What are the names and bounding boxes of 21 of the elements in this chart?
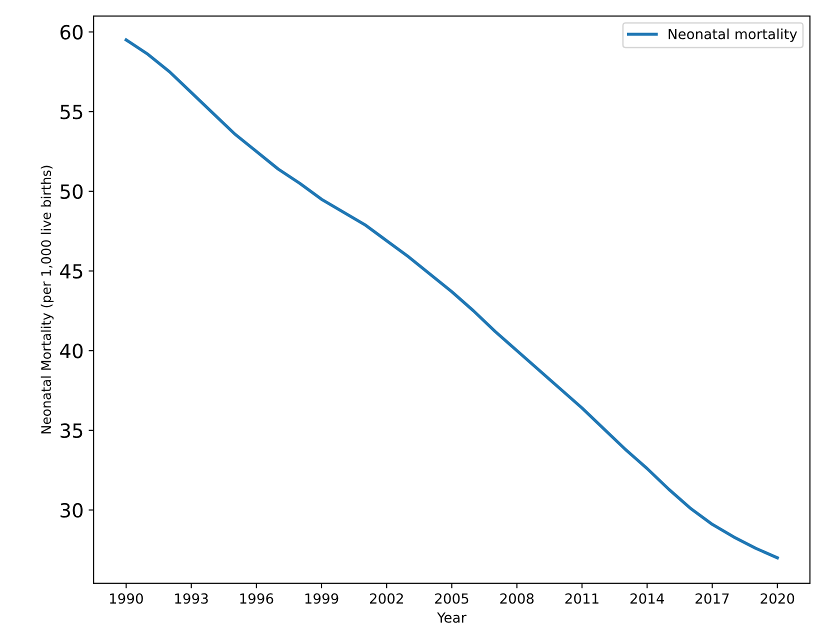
x-tick-label: 1990 xyxy=(110,593,143,604)
y-axis-title: Neonatal Mortality (per 1,000 live births) xyxy=(40,166,54,434)
x-tick-label: 2017 xyxy=(696,593,729,604)
x-axis-title: Year xyxy=(437,612,466,623)
x-tick-label: 2020 xyxy=(760,593,794,604)
x-tick-label: 2005 xyxy=(435,593,468,604)
y-tick-label: 40 xyxy=(60,344,83,358)
y-tick-label: 45 xyxy=(60,264,82,279)
y-tick-label: 30 xyxy=(60,502,83,518)
y-tick-label: 60 xyxy=(60,24,83,40)
y-tick-label: 35 xyxy=(60,423,82,438)
x-tick-label: 1999 xyxy=(305,593,338,604)
x-tick-label: 1993 xyxy=(175,593,208,604)
x-tick-label: 2014 xyxy=(630,593,664,604)
x-tick-label: 2008 xyxy=(500,593,534,604)
y-tick-label: 55 xyxy=(60,104,82,120)
y-tick-label: 50 xyxy=(60,184,83,199)
x-tick-label: 2011 xyxy=(565,593,598,604)
legend-label: Neonatal mortality xyxy=(668,28,798,42)
x-tick-label: 2002 xyxy=(370,593,403,604)
x-tick-label: 1996 xyxy=(240,593,274,604)
